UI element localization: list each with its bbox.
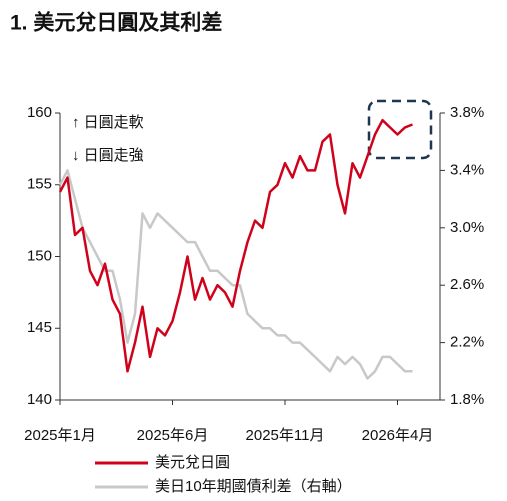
y2-tick-label: 3.0% — [450, 219, 484, 236]
chart-title: 1. 美元兌日圓及其利差 — [10, 11, 222, 35]
x-tick-label: 2025年1月 — [24, 427, 96, 444]
annotation: ↓ 日圓走強 — [72, 147, 144, 164]
x-tick-label: 2026年4月 — [362, 427, 434, 444]
x-tick-label: 2025年11月 — [246, 427, 325, 444]
series-line — [58, 169, 413, 380]
y2-tick-label: 3.4% — [450, 161, 484, 178]
annotation: ↑ 日圓走軟 — [72, 114, 144, 131]
y-tick-label: 160 — [27, 104, 52, 121]
y-tick-label: 155 — [27, 176, 52, 193]
highlight-box — [367, 99, 433, 160]
y2-tick-label: 1.8% — [450, 391, 484, 408]
x-tick-label: 2025年6月 — [137, 427, 209, 444]
series-line — [58, 118, 413, 373]
y2-tick-label: 2.2% — [450, 334, 484, 351]
y2-tick-label: 3.8% — [450, 104, 484, 121]
legend-label: 美元兌日圓 — [155, 454, 230, 471]
y2-tick-label: 2.6% — [450, 276, 484, 293]
y-tick-label: 140 — [27, 391, 52, 408]
legend-label: 美日10年期國債利差（右軸） — [155, 478, 352, 495]
y-tick-label: 150 — [27, 247, 52, 264]
y-tick-label: 145 — [27, 319, 52, 336]
